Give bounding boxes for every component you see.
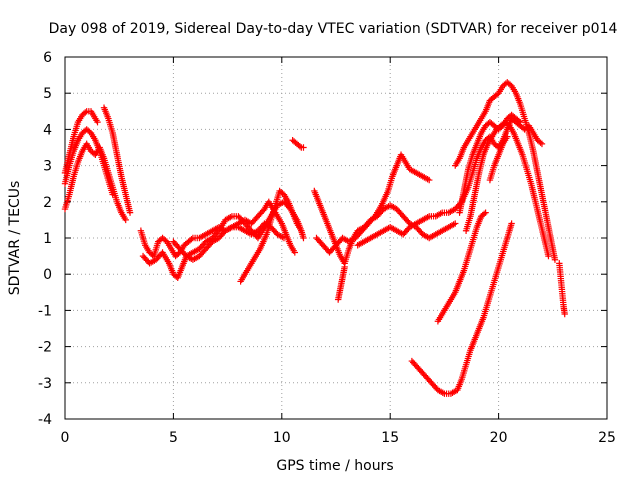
data-point (126, 209, 134, 216)
x-tick-label: 5 (169, 430, 178, 446)
y-tick-label: -4 (38, 412, 52, 428)
data-point (517, 118, 524, 126)
data-point (259, 207, 267, 214)
series-arc-14 (408, 220, 515, 397)
data-point (545, 252, 552, 260)
series-arc-3 (61, 108, 101, 177)
data-point (561, 310, 568, 318)
data-point (298, 227, 305, 234)
y-tick-label: 6 (43, 50, 52, 66)
chart-title: Day 098 of 2019, Sidereal Day-to-day VTE… (49, 21, 618, 37)
x-axis-label: GPS time / hours (276, 458, 393, 474)
data-point (482, 209, 489, 216)
data-point (480, 210, 488, 218)
y-tick-label: 2 (43, 195, 52, 211)
series-arc-18 (456, 111, 524, 216)
y-tick-label: 4 (43, 122, 52, 138)
series-arc-19 (486, 133, 511, 184)
y-tick-label: 5 (43, 86, 52, 102)
data-point (94, 118, 101, 126)
data-point (188, 236, 195, 243)
y-tick-label: 0 (43, 267, 52, 283)
data-point (538, 140, 546, 148)
data-point (341, 263, 348, 271)
data-point (537, 139, 544, 146)
x-tick-label: 0 (61, 430, 70, 446)
series-arc-8 (237, 187, 305, 285)
y-tick-label: 1 (43, 231, 52, 247)
data-markers (61, 79, 568, 397)
x-tick-label: 15 (381, 430, 399, 446)
series-arc-20 (556, 260, 568, 318)
data-point (504, 133, 511, 140)
data-point (122, 216, 129, 224)
series-arc-11 (313, 151, 433, 256)
data-point (280, 234, 288, 242)
x-tick-label: 20 (490, 430, 508, 446)
data-point (296, 143, 304, 150)
data-point (515, 117, 523, 125)
data-point (300, 234, 307, 242)
data-point (551, 256, 559, 263)
series-arc-9 (289, 137, 307, 151)
data-point (291, 249, 299, 256)
x-tick-label: 25 (598, 430, 616, 446)
series-arc-2 (61, 126, 116, 198)
y-tick-labels: -4 -3 -2 -1 0 1 2 3 4 5 6 (38, 50, 52, 428)
series-arc-4 (100, 104, 134, 216)
series-arc-15 (434, 209, 489, 325)
y-tick-label: -2 (38, 340, 52, 356)
data-point (300, 144, 307, 151)
data-point (426, 176, 433, 184)
axis-ticks (64, 56, 608, 420)
data-point (214, 229, 221, 236)
data-point (82, 109, 89, 116)
data-point (508, 220, 515, 227)
y-tick-label: -1 (38, 303, 52, 319)
series-arc-12 (334, 263, 348, 303)
y-tick-label: 3 (43, 159, 52, 175)
series-arc-16 (452, 79, 559, 263)
data-point (452, 220, 459, 227)
data-point (370, 214, 377, 221)
y-tick-label: -3 (38, 376, 52, 392)
data-point (109, 191, 116, 198)
x-tick-labels: 0 5 10 15 20 25 (61, 430, 616, 446)
x-tick-label: 10 (273, 430, 291, 446)
y-axis-label: SDTVAR / TECUs (7, 181, 23, 296)
